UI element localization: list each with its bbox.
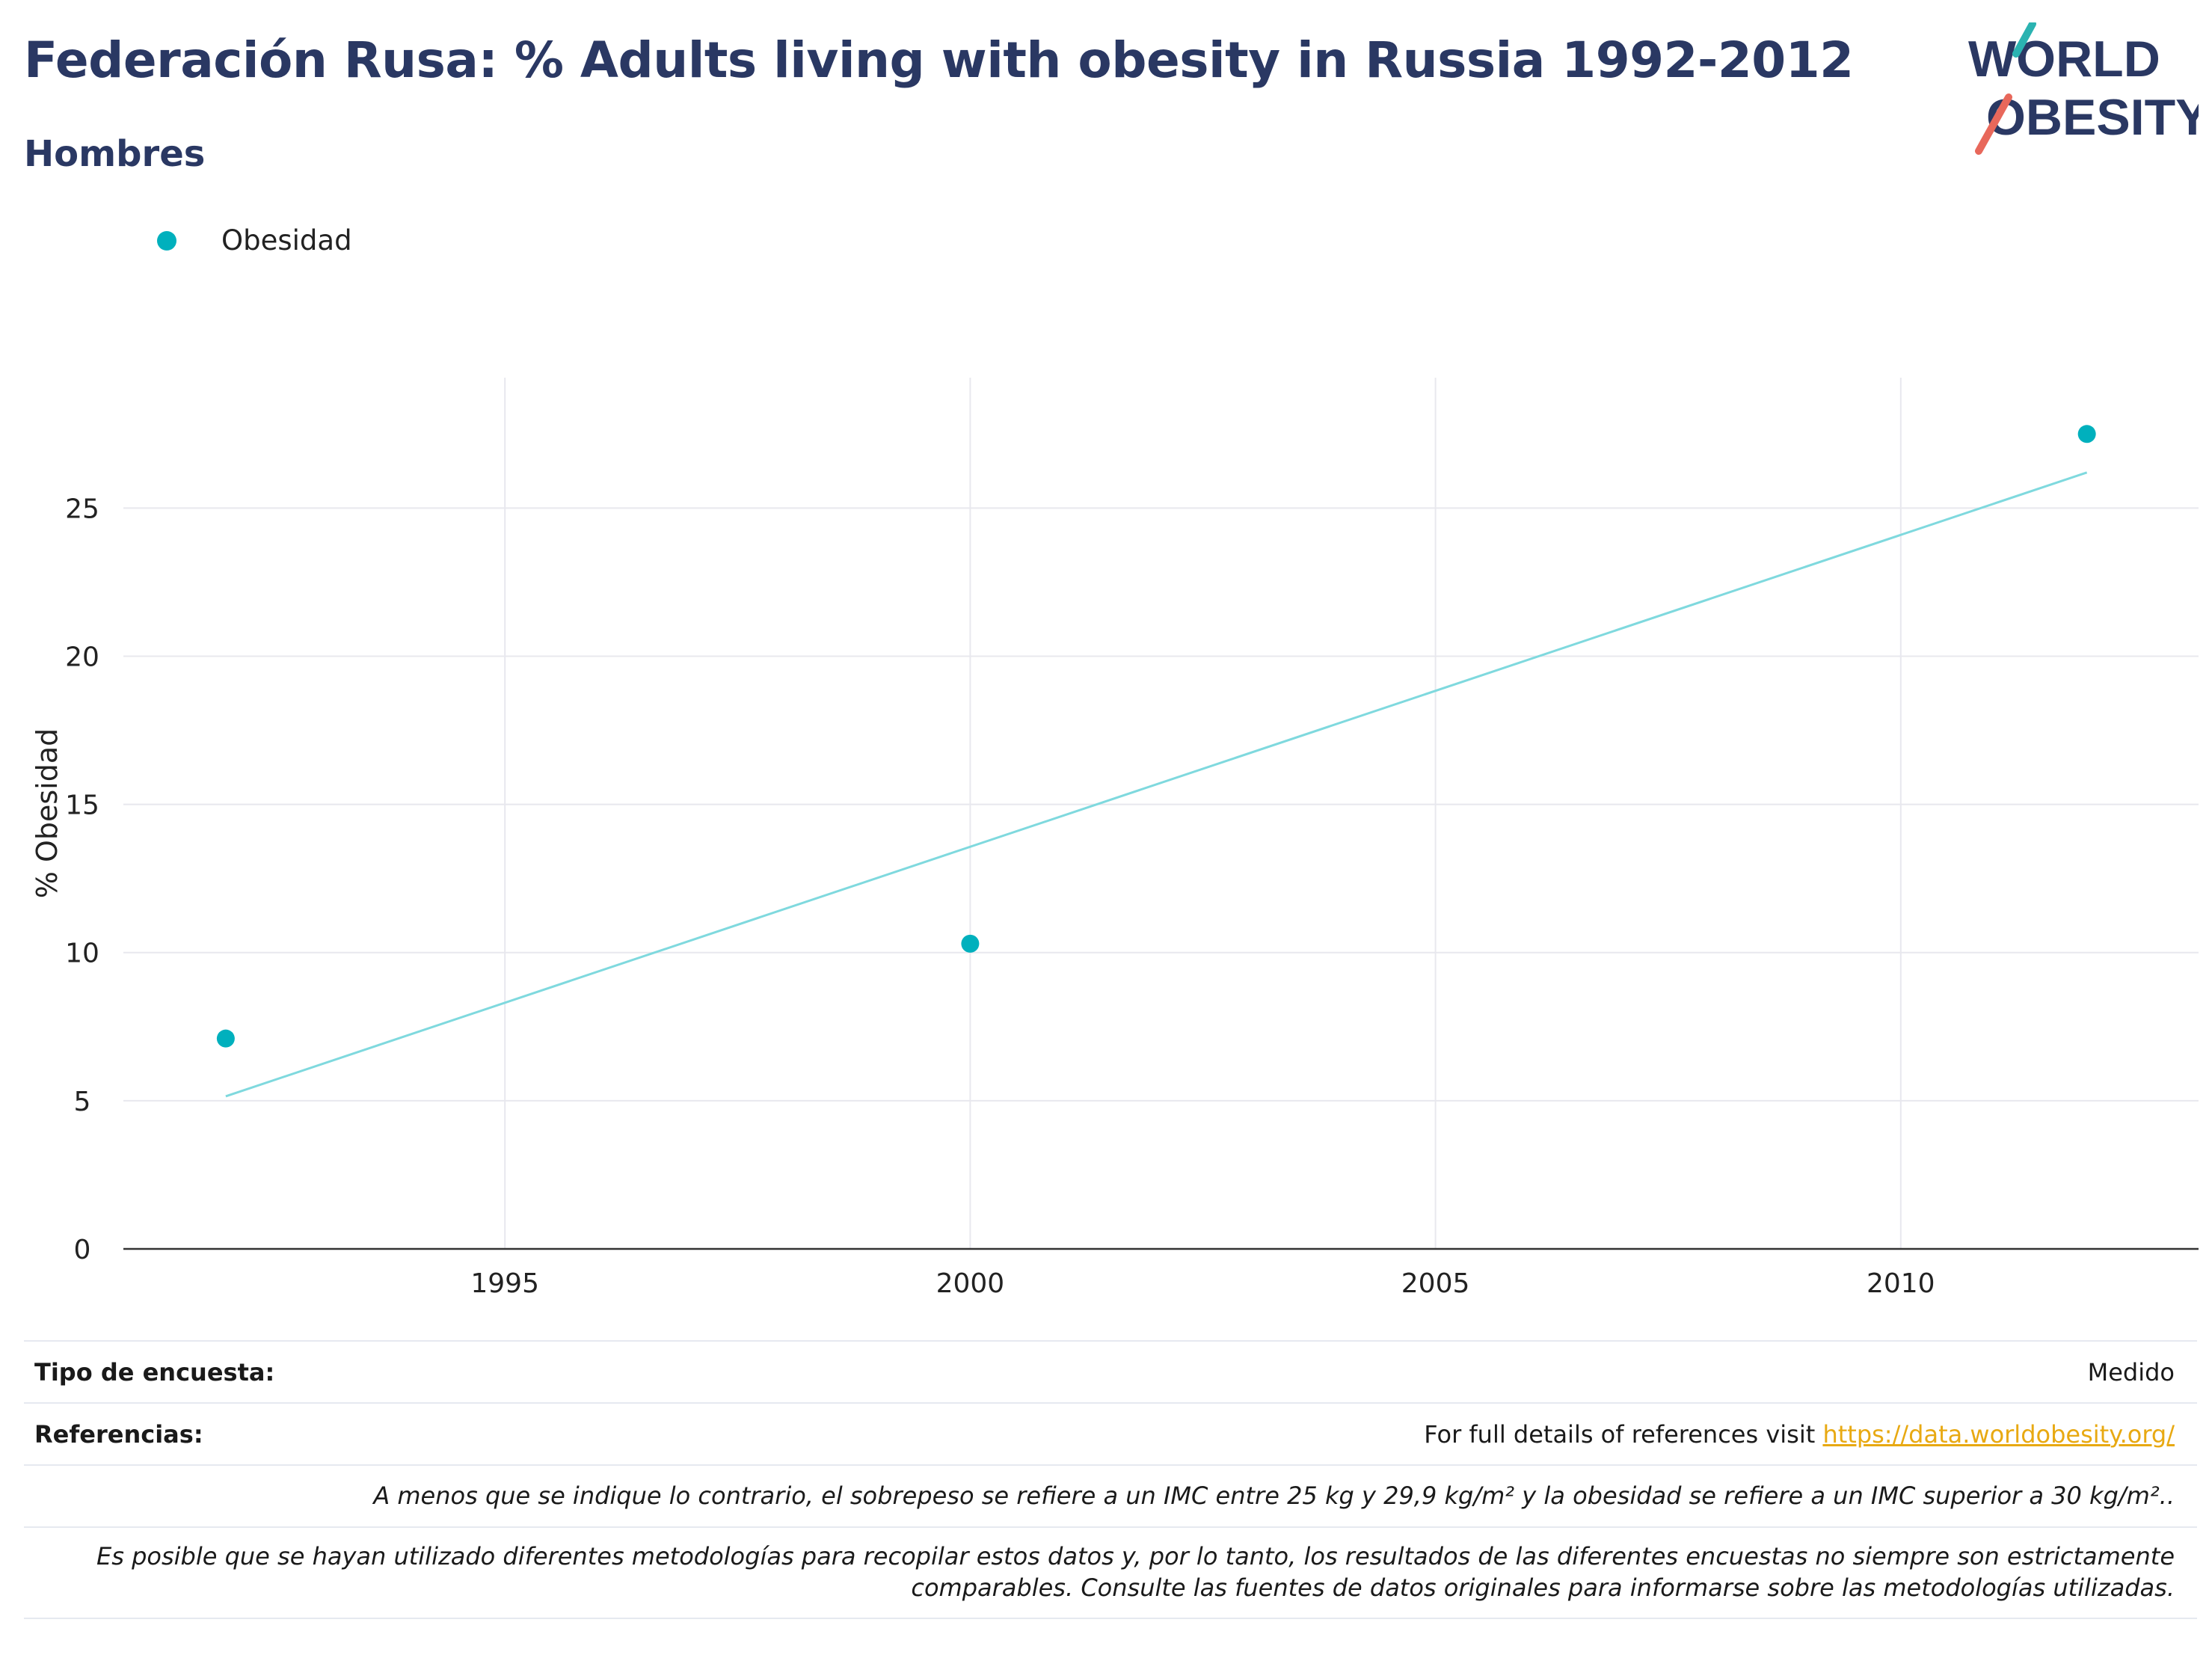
references-link[interactable]: https://data.worldobesity.org/ [1822, 1419, 2175, 1449]
y-tick-label: 10 [65, 939, 99, 969]
chart-legend: Obesidad [157, 224, 352, 257]
data-point [216, 1029, 235, 1048]
methodology-note-line-2: comparables. Consulte las fuentes de dat… [911, 1573, 2175, 1602]
references-text: For full details of references visit [1424, 1419, 1823, 1449]
note-row-1: A menos que se indique lo contrario, el … [24, 1464, 2197, 1526]
y-tick-label: 0 [74, 1235, 91, 1265]
x-tick-label: 1995 [470, 1268, 539, 1299]
x-tick-label: 2005 [1401, 1268, 1470, 1299]
methodology-note: Es posible que se hayan utilizado difere… [34, 1541, 2175, 1603]
references-row: Referencias: For full details of referen… [24, 1402, 2197, 1464]
references-value: For full details of references visit htt… [1424, 1420, 2175, 1449]
page-subtitle: Hombres [24, 133, 206, 175]
data-point [2077, 425, 2096, 443]
page-title: Federación Rusa: % Adults living with ob… [24, 31, 1854, 89]
world-obesity-logo: WORLD OBESITY [1968, 22, 2199, 155]
x-tick-label: 2000 [936, 1268, 1005, 1299]
y-tick-label: 20 [65, 642, 99, 672]
note-row-2: Es posible que se hayan utilizado difere… [24, 1526, 2197, 1619]
survey-type-row: Tipo de encuesta: Medido [24, 1340, 2197, 1402]
data-point [961, 934, 980, 953]
references-label: Referencias: [34, 1419, 203, 1449]
legend-marker-obesidad [157, 230, 176, 251]
survey-type-label: Tipo de encuesta: [34, 1357, 275, 1387]
svg-text:WORLD: WORLD [1968, 31, 2160, 87]
survey-type-value: Medido [2087, 1357, 2175, 1387]
legend-label-obesidad: Obesidad [221, 224, 352, 257]
y-tick-label: 5 [74, 1087, 91, 1117]
scatter-chart: 0 5 10 15 20 25 1995 2000 2005 2010 % Obesidad [31, 378, 2199, 1299]
x-tick-label: 2010 [1867, 1268, 1935, 1299]
svg-text:OBESITY: OBESITY [1986, 89, 2199, 146]
y-tick-label: 15 [65, 790, 99, 821]
bmi-definition-note: A menos que se indique lo contrario, el … [373, 1481, 2175, 1510]
y-tick-label: 25 [65, 494, 99, 524]
y-axis-label: % Obesidad [31, 728, 64, 898]
trend-line [225, 471, 2088, 1098]
methodology-note-line-1: Es posible que se hayan utilizado difere… [96, 1542, 2175, 1571]
chart-footer: Tipo de encuesta: Medido Referencias: Fo… [24, 1340, 2197, 1619]
